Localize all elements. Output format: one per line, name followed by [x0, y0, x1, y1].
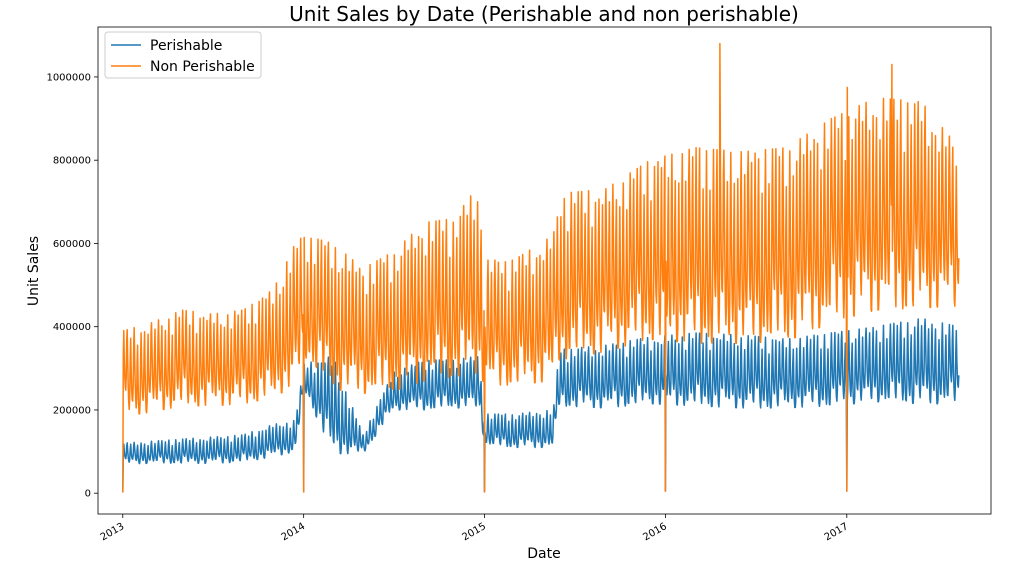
legend-label-perishable: Perishable	[150, 38, 222, 54]
y-tick-label: 800000	[53, 156, 91, 167]
y-axis-label: Unit Sales	[26, 236, 42, 306]
y-axis: 0 200000 400000 600000 800000 1000000	[46, 72, 98, 500]
legend-box	[104, 31, 262, 79]
chart-title: Unit Sales by Date (Perishable and non p…	[289, 2, 799, 26]
x-axis-label: Date	[527, 546, 560, 562]
y-tick-label: 200000	[53, 405, 91, 416]
series-line-perishable	[122, 318, 960, 493]
plot-frame	[97, 26, 992, 515]
y-tick-label: 1000000	[46, 72, 91, 83]
plot-area	[97, 26, 992, 515]
y-tick-label: 600000	[53, 239, 91, 250]
series-line-non-perishable	[122, 42, 960, 493]
y-tick-label: 0	[85, 489, 91, 500]
legend: Perishable Non Perishable	[104, 31, 262, 79]
series-layer	[122, 42, 960, 493]
y-tick-label: 400000	[53, 322, 91, 333]
legend-label-non-perishable: Non Perishable	[150, 59, 255, 75]
